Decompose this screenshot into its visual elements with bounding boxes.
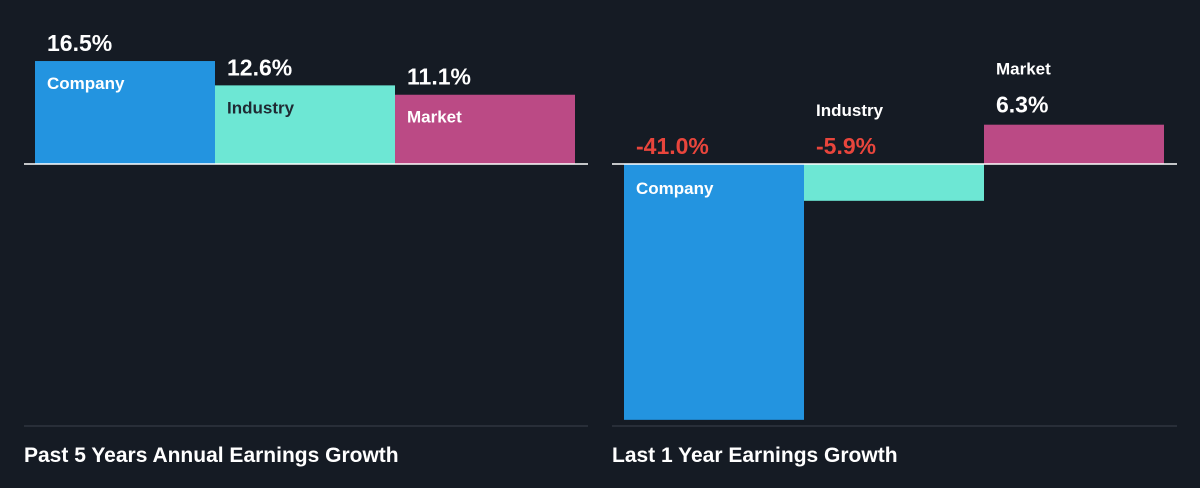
chart-title-past-5-years: Past 5 Years Annual Earnings Growth xyxy=(24,444,399,467)
value-label-company: 16.5% xyxy=(47,30,112,56)
value-label-industry: 12.6% xyxy=(227,54,292,80)
bar-company xyxy=(35,61,215,164)
value-label-market: 6.3% xyxy=(996,92,1048,118)
chart-past-5-years: 16.5% Company 12.6% Industry 11.1% Market xyxy=(24,30,588,427)
value-label-market: 11.1% xyxy=(407,64,471,90)
chart-last-1-year: -41.0% Company -5.9% Industry 6.3% Market xyxy=(612,60,1177,427)
bar-industry xyxy=(215,85,395,164)
category-label-industry: Industry xyxy=(227,98,295,117)
value-label-company: -41.0% xyxy=(636,133,709,159)
bar-market xyxy=(984,124,1164,164)
chart-title-last-1-year: Last 1 Year Earnings Growth xyxy=(612,444,898,467)
category-label-market: Market xyxy=(996,60,1051,79)
category-label-company: Company xyxy=(47,74,125,93)
value-label-industry: -5.9% xyxy=(816,133,876,159)
bar-industry xyxy=(804,164,984,201)
category-label-industry: Industry xyxy=(816,101,884,120)
category-label-market: Market xyxy=(407,108,462,127)
bar-company xyxy=(624,164,804,420)
category-label-company: Company xyxy=(636,179,714,198)
bar-market xyxy=(395,94,575,164)
